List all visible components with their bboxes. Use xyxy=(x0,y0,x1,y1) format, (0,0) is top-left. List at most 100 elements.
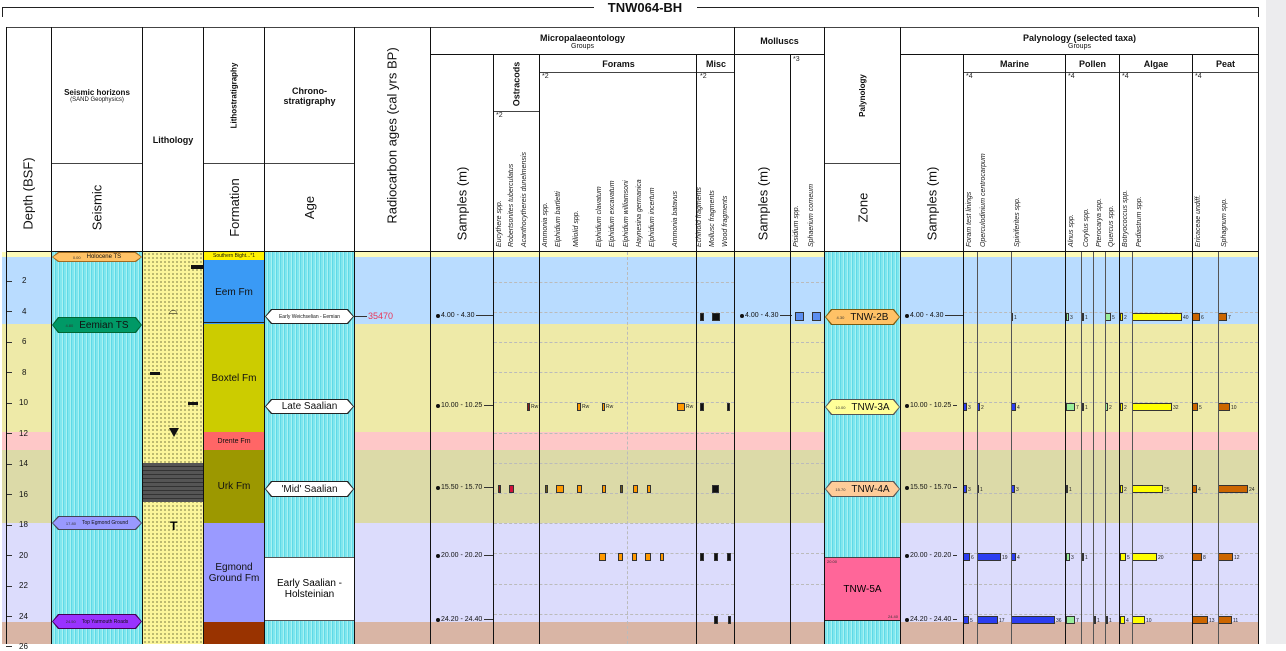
horizon-label: Top Egmond Ground xyxy=(81,520,129,526)
bar-label: 1 xyxy=(1085,555,1088,561)
zone-tnw-3a[interactable]: 10.00 TNW-3A xyxy=(825,399,900,415)
divider xyxy=(1192,55,1193,644)
data-bar xyxy=(977,616,998,624)
data-bar xyxy=(645,553,651,561)
data-bar xyxy=(1120,553,1126,561)
depth-tick-label: 8 xyxy=(22,368,27,377)
zone-tnw-4a[interactable]: 15.70 TNW-4A xyxy=(825,481,900,497)
zone-label: TNW-5A xyxy=(843,583,882,595)
taxon-label: Operculodinium centrocarpum xyxy=(980,153,987,247)
bar-label: 2 xyxy=(1124,487,1127,493)
sample-label: 4.00 - 4.30 xyxy=(441,312,475,319)
data-bar xyxy=(677,403,685,411)
bar-label: 1 xyxy=(1109,618,1112,624)
bar-label: 40 xyxy=(1183,315,1189,321)
divider xyxy=(6,27,7,644)
data-bar xyxy=(714,616,718,624)
data-bar xyxy=(1120,485,1123,493)
divider xyxy=(824,27,825,644)
age-marker-early-weichselian: Early Weichselian - Eemian xyxy=(265,309,354,324)
micro-group-header: Micropalaeontology Groups xyxy=(431,28,734,54)
sample-label: 24.20 - 24.40 xyxy=(441,616,483,623)
zone-depth: 4.30 xyxy=(836,314,845,320)
taxon-label: Elphidium williamsoni xyxy=(623,180,630,247)
algae-footnote: *4 xyxy=(1122,73,1129,80)
molluscs-footnote: *3 xyxy=(793,56,800,63)
data-bar xyxy=(700,403,704,411)
grid xyxy=(791,372,824,373)
lithology-symbol xyxy=(191,265,203,269)
zone-tnw-5a[interactable]: TNW-5A 20.00 24.40 xyxy=(825,557,900,621)
horizon-eemian-ts: 4.80 Eemian TS xyxy=(52,317,142,333)
sample-row: 4.00 - 4.30 xyxy=(436,312,495,319)
data-bar xyxy=(620,485,623,493)
data-bar xyxy=(1106,616,1108,624)
depth-tick-label: 26 xyxy=(19,642,28,651)
data-bar xyxy=(1066,485,1068,493)
taxon-label: Mollusc fragments xyxy=(709,190,716,247)
zone-label: TNW-4A xyxy=(851,483,890,495)
header-bottom-border xyxy=(6,251,1258,252)
bar-label: 5 xyxy=(1127,555,1130,561)
taxon-label: Corylus spp. xyxy=(1083,208,1090,247)
taxon-label: Quercus spp. xyxy=(1108,205,1115,247)
taxon-label: Pediastrum spp. xyxy=(1136,196,1143,247)
data-bar xyxy=(660,553,664,561)
grid xyxy=(964,553,1258,554)
grid xyxy=(791,553,824,554)
divider xyxy=(1065,55,1066,644)
data-bar xyxy=(1066,616,1075,624)
bar-label: 7 xyxy=(1076,405,1079,411)
data-bar xyxy=(647,485,651,493)
grid xyxy=(494,523,734,524)
micro-samples-header: Samples (m) xyxy=(431,55,493,251)
data-bar xyxy=(977,553,1001,561)
formation-boxtel: Boxtel Fm xyxy=(204,324,264,432)
grid xyxy=(964,584,1258,585)
data-bar xyxy=(556,485,564,493)
seismic-column xyxy=(52,252,142,644)
vertical-scrollbar[interactable] xyxy=(1266,0,1286,644)
frame-corner xyxy=(1258,7,1259,17)
grid xyxy=(494,553,734,554)
divider xyxy=(354,27,355,644)
bar-label: 20 xyxy=(1158,555,1164,561)
sep xyxy=(494,111,539,112)
sample-row: 15.50 - 15.70 xyxy=(436,484,495,491)
sample-row: 20.00 - 20.20 xyxy=(905,552,958,559)
sep xyxy=(964,72,1258,73)
taxon-label: Ammonia batavus xyxy=(672,190,679,247)
lithology-clay-layer xyxy=(143,463,203,502)
taxon-label: Foram test linings xyxy=(966,191,973,247)
pollen-footnote: *4 xyxy=(1068,73,1075,80)
lithology-symbol xyxy=(150,372,160,375)
bar-label: 2 xyxy=(1124,405,1127,411)
title-rule-right xyxy=(697,7,1259,8)
bar-label: 7 xyxy=(1076,618,1079,624)
lithostrat-header: Lithostratigraphy xyxy=(204,28,264,163)
taxon-label: Sphaerium corneum xyxy=(808,183,815,247)
divider xyxy=(539,55,540,644)
lithology-column xyxy=(143,252,203,644)
forams-header: Forams xyxy=(602,58,635,69)
taxon-label: Spiniferites spp. xyxy=(1014,197,1021,247)
taxon-label: Miliolid spp. xyxy=(573,210,580,247)
data-bar xyxy=(1011,616,1055,624)
grid xyxy=(964,493,1258,494)
data-bar xyxy=(1192,616,1208,624)
taxon-label: Acanthocythereis dunelmensis xyxy=(521,152,528,247)
bar-label: 1 xyxy=(1085,405,1088,411)
taxon-label: Elphidium incertum xyxy=(649,187,656,247)
sep xyxy=(204,163,354,164)
age-label: Age xyxy=(301,195,317,220)
bar-label: 2 xyxy=(981,405,984,411)
bar-label: 4 xyxy=(1017,555,1020,561)
peat-footnote: *4 xyxy=(1195,73,1202,80)
grid xyxy=(494,312,734,313)
molluscs-header: Molluscs xyxy=(760,36,799,46)
formation-drente: Drente Fm xyxy=(204,432,264,450)
divider xyxy=(1105,252,1106,644)
horizon-holocene-ts: 0.00 Holocene TS xyxy=(52,252,142,262)
zone-tnw-2b[interactable]: 4.30 TNW-2B xyxy=(825,309,900,325)
divider xyxy=(1119,55,1120,644)
